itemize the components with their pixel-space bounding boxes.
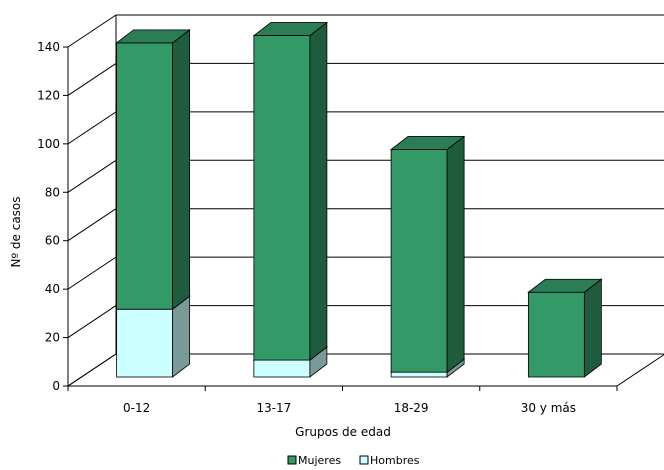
- x-tick-label: 0-12: [123, 401, 150, 415]
- x-axis-label: Grupos de edad: [295, 425, 391, 439]
- bar-front-face: [390, 371, 448, 378]
- bar-side-face: [583, 278, 602, 378]
- bar-front-face: [527, 291, 585, 378]
- bar-front-face: [116, 308, 174, 378]
- gridline-side: [67, 111, 117, 145]
- y-tick-label: 80: [45, 185, 60, 199]
- y-axis-label: Nº de casos: [9, 196, 23, 267]
- gridline-side: [67, 305, 117, 338]
- y-tick-labels: 0 20 40 60 80 100 120 140: [37, 40, 60, 393]
- chart-walls: [66, 15, 664, 387]
- bar-mujeres: [527, 278, 603, 378]
- bar-mujeres: [252, 21, 329, 361]
- gridline-side: [67, 63, 117, 96]
- bar-side-face: [172, 295, 191, 378]
- bar-side-face: [172, 29, 191, 311]
- bar-top-face: [527, 278, 603, 293]
- bar-front-face: [390, 148, 448, 373]
- y-tick-label: 140: [37, 40, 60, 54]
- y-tick-label: 40: [45, 282, 60, 296]
- x-tick-labels: 0-12 13-17 18-29 30 y más: [123, 401, 576, 415]
- legend: Mujeres Hombres: [287, 454, 420, 467]
- gridline-side: [67, 208, 117, 242]
- back-wall: [68, 15, 664, 386]
- y-tick-label: 60: [45, 234, 60, 248]
- gridline-side: [67, 14, 117, 48]
- bar-top-face: [252, 22, 329, 36]
- y-tick-label: 20: [45, 331, 60, 345]
- bar-mujeres: [389, 135, 466, 373]
- axes: [63, 46, 618, 391]
- bar-side-face: [309, 21, 328, 361]
- y-tick-label: 100: [37, 137, 60, 151]
- x-tick-label: 13-17: [256, 401, 291, 415]
- bar-top-face: [115, 29, 191, 44]
- gridline-side: [67, 159, 117, 193]
- bar-front-face: [116, 42, 174, 310]
- bar-front-face: [253, 35, 311, 361]
- x-tick-label: 30 y más: [521, 401, 576, 415]
- legend-label: Hombres: [370, 454, 420, 467]
- gridlines: [67, 14, 664, 387]
- bar-side-face: [446, 135, 465, 373]
- legend-swatch: [359, 455, 369, 465]
- y-tick-label: 120: [37, 88, 60, 102]
- bar-mujeres: [115, 29, 191, 311]
- bar-top-face: [389, 135, 466, 150]
- bar-hombres: [115, 295, 191, 378]
- legend-swatch: [287, 455, 297, 465]
- bars: [115, 21, 603, 378]
- y-tick-label: 0: [52, 379, 60, 393]
- legend-label: Mujeres: [298, 454, 341, 467]
- gridline-side: [67, 256, 117, 290]
- bar-front-face: [253, 359, 311, 378]
- x-tick-label: 18-29: [394, 401, 429, 415]
- gridline-side: [67, 353, 117, 387]
